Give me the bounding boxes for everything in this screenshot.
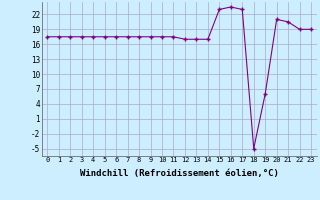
X-axis label: Windchill (Refroidissement éolien,°C): Windchill (Refroidissement éolien,°C) [80,169,279,178]
